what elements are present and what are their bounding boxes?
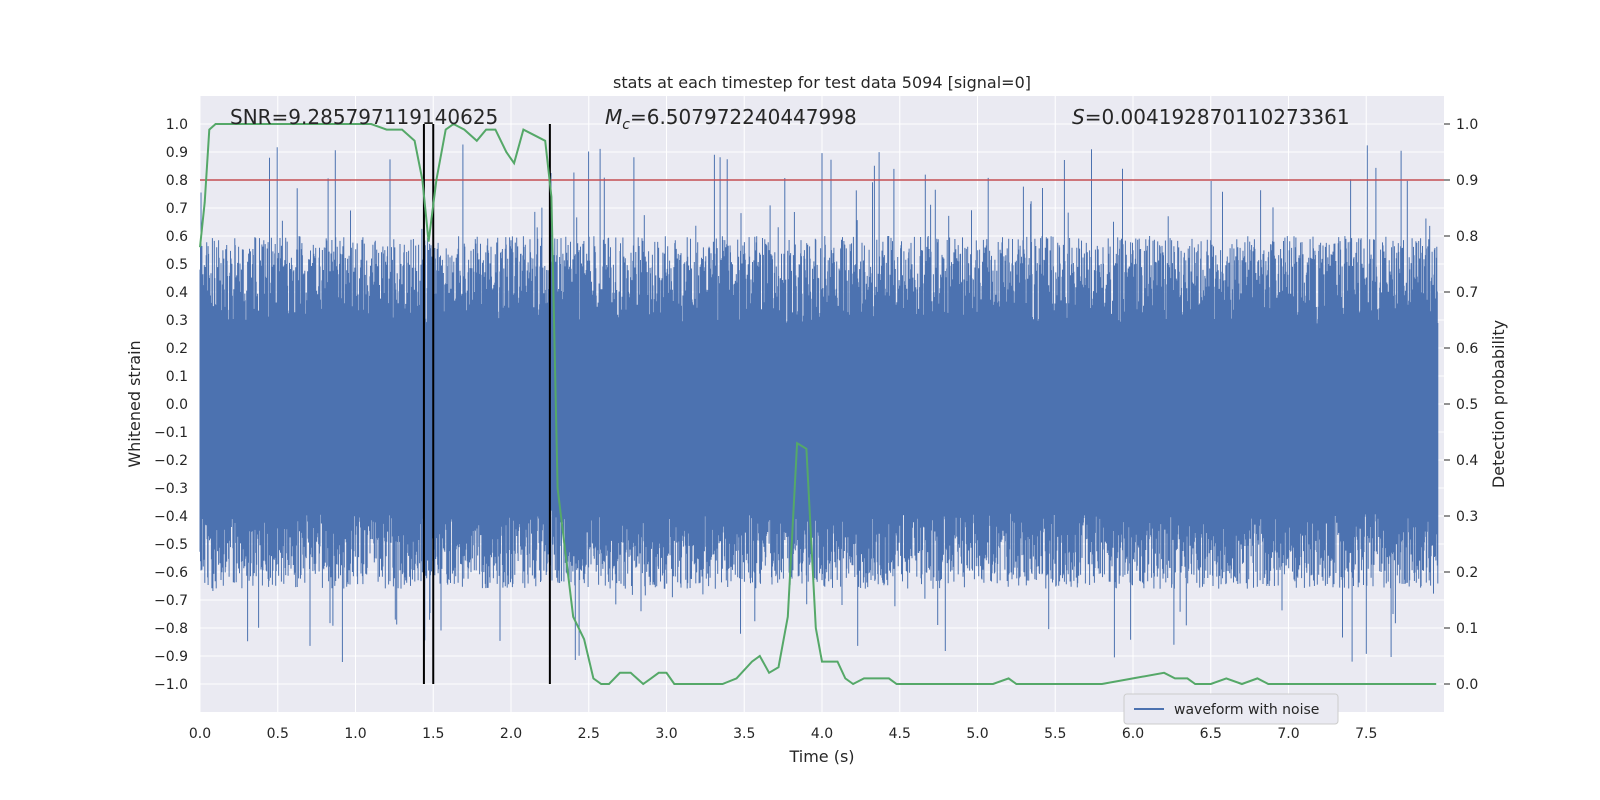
legend-box [1123, 693, 1339, 725]
y-left-tick-label: 0.4 [166, 285, 188, 301]
waveform-series [199, 144, 1439, 662]
y-left-tick-label: 0.2 [166, 341, 188, 357]
y-left-tick-label: −0.4 [154, 509, 188, 525]
y-right-tick-label: 0.7 [1456, 285, 1478, 301]
x-tick-label: 6.5 [1200, 726, 1222, 742]
x-tick-label: 4.0 [811, 726, 833, 742]
y-left-tick-label: 0.8 [166, 173, 188, 189]
x-tick-label: 2.5 [578, 726, 600, 742]
legend: waveform with noise [1123, 693, 1339, 725]
y-right-tick-label: 0.5 [1456, 397, 1478, 413]
y-left-axis-label: Whitened strain [125, 340, 144, 467]
vertical-markers [422, 124, 551, 684]
y-left-tick-label: −0.8 [154, 621, 188, 637]
y-left-tick-label: −0.6 [154, 565, 188, 581]
snr-annotation: SNR=9.285797119140625 [230, 105, 498, 129]
x-tick-label: 3.0 [655, 726, 677, 742]
mc-symbol: M [605, 105, 622, 129]
x-tick-label: 2.0 [500, 726, 522, 742]
legend-label-waveform: waveform with noise [1174, 702, 1319, 718]
x-tick-label: 5.0 [966, 726, 988, 742]
y-right-tick-label: 0.8 [1456, 229, 1478, 245]
y-right-tick-label: 0.3 [1456, 509, 1478, 525]
x-axis-label: Time (s) [788, 747, 854, 766]
x-tick-label: 4.5 [889, 726, 911, 742]
y-right-tick-label: 0.0 [1456, 677, 1478, 693]
y-left-tick-labels: 1.0 0.9 0.8 0.7 0.6 0.5 0.4 0.3 0.2 0.1 0.0 −0.1 −0.… [154, 117, 188, 693]
y-right-axis-label: Detection probability [1489, 320, 1508, 488]
y-left-tick-label: 0.1 [166, 369, 188, 385]
chart-title: stats at each timestep for test data 509… [613, 73, 1031, 92]
y-left-tick-label: −0.7 [154, 593, 188, 609]
x-tick-label: 5.5 [1044, 726, 1066, 742]
y-left-tick-label: −0.2 [154, 453, 188, 469]
y-left-tick-label: −1.0 [154, 677, 188, 693]
s-symbol: S [1072, 105, 1085, 129]
y-left-tick-label: 0.5 [166, 257, 188, 273]
y-right-tick-label: 0.4 [1456, 453, 1478, 469]
y-left-tick-label: 0.7 [166, 201, 188, 217]
y-right-tick-label: 1.0 [1456, 117, 1478, 133]
y-left-tick-label: −0.3 [154, 481, 188, 497]
x-tick-label: 3.5 [733, 726, 755, 742]
y-left-tick-label: 1.0 [166, 117, 188, 133]
x-tick-label: 6.0 [1122, 726, 1144, 742]
s-value: =0.004192870110273361 [1085, 105, 1350, 129]
s-statistic-annotation: S=0.004192870110273361 [1072, 105, 1350, 129]
x-tick-label: 7.5 [1355, 726, 1377, 742]
y-left-tick-label: 0.6 [166, 229, 188, 245]
detection-probability-line [199, 122, 1437, 686]
x-tick-label: 0.5 [267, 726, 289, 742]
x-tick-label: 1.0 [344, 726, 366, 742]
y-left-tick-label: 0.0 [166, 397, 188, 413]
y-right-tick-label: 0.2 [1456, 565, 1478, 581]
y-left-tick-label: 0.9 [166, 145, 188, 161]
x-tick-label: 0.0 [189, 726, 211, 742]
y-left-tick-label: −0.9 [154, 649, 188, 665]
x-tick-label: 7.0 [1277, 726, 1299, 742]
x-tick-label: 1.5 [422, 726, 444, 742]
y-left-tick-label: −0.1 [154, 425, 188, 441]
x-tick-labels: 0.0 0.5 1.0 1.5 2.0 2.5 3.0 3.5 4.0 4.5 5.0 5.5 6.0 6… [189, 726, 1378, 742]
mc-subscript: c [622, 117, 630, 133]
y-left-tick-label: −0.5 [154, 537, 188, 553]
y-right-tick-label: 0.6 [1456, 341, 1478, 357]
y-right-tick-label: 0.1 [1456, 621, 1478, 637]
y-left-tick-label: 0.3 [166, 313, 188, 329]
waveform-band [200, 331, 1438, 505]
chirp-mass-annotation: Mc=6.507972240447998 [605, 105, 857, 133]
y-right-tick-label: 0.9 [1456, 173, 1478, 189]
y-right-tick-labels: 1.0 0.9 0.8 0.7 0.6 0.5 0.4 0.3 0.2 0.1 0.0 [1444, 117, 1478, 693]
mc-value: =6.507972240447998 [630, 105, 857, 129]
